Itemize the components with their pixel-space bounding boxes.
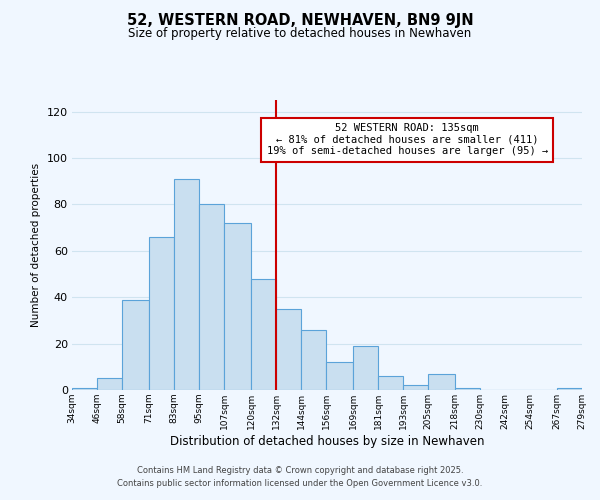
Bar bbox=[403, 386, 428, 390]
Text: Contains HM Land Registry data © Crown copyright and database right 2025.
Contai: Contains HM Land Registry data © Crown c… bbox=[118, 466, 482, 487]
Bar bbox=[251, 278, 276, 390]
Bar bbox=[276, 309, 301, 390]
Bar bbox=[72, 388, 97, 390]
Bar bbox=[353, 346, 378, 390]
Bar bbox=[378, 376, 403, 390]
Bar bbox=[174, 179, 199, 390]
Bar bbox=[557, 388, 582, 390]
Text: Size of property relative to detached houses in Newhaven: Size of property relative to detached ho… bbox=[128, 28, 472, 40]
X-axis label: Distribution of detached houses by size in Newhaven: Distribution of detached houses by size … bbox=[170, 434, 484, 448]
Bar bbox=[199, 204, 224, 390]
Bar bbox=[97, 378, 122, 390]
Bar bbox=[455, 388, 480, 390]
Bar bbox=[224, 223, 251, 390]
Bar bbox=[122, 300, 149, 390]
Bar bbox=[301, 330, 326, 390]
Bar bbox=[149, 237, 174, 390]
Bar bbox=[428, 374, 455, 390]
Bar bbox=[326, 362, 353, 390]
Text: 52, WESTERN ROAD, NEWHAVEN, BN9 9JN: 52, WESTERN ROAD, NEWHAVEN, BN9 9JN bbox=[127, 12, 473, 28]
Y-axis label: Number of detached properties: Number of detached properties bbox=[31, 163, 41, 327]
Text: 52 WESTERN ROAD: 135sqm
← 81% of detached houses are smaller (411)
19% of semi-d: 52 WESTERN ROAD: 135sqm ← 81% of detache… bbox=[266, 123, 548, 156]
